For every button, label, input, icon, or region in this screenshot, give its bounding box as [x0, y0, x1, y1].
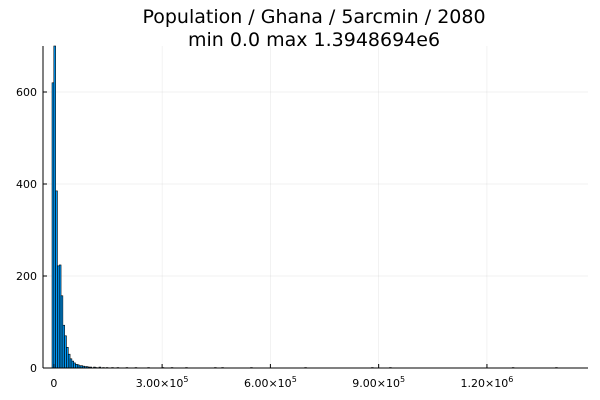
x-tick-label: 0 [50, 377, 57, 390]
y-tick-label: 400 [16, 178, 37, 191]
chart-title-line1: Population / Ghana / 5arcmin / 2080 [142, 6, 485, 28]
bars [51, 45, 558, 369]
x-axis-ticks: 0 3.00×105 6.00×105 9.00×105 1.20×106 [50, 364, 513, 390]
x-tick-label: 1.20×106 [461, 375, 514, 390]
x-tick-label: 3.00×105 [136, 375, 189, 390]
y-axis-ticks: 0 200 400 600 [16, 86, 47, 375]
grid [43, 46, 588, 369]
axes [42, 46, 588, 369]
chart-title-line2: min 0.0 max 1.3948694e6 [188, 29, 440, 51]
y-tick-label: 200 [16, 270, 37, 283]
x-tick-label: 9.00×105 [352, 375, 405, 390]
x-tick-label: 6.00×105 [244, 375, 297, 390]
y-tick-label: 0 [30, 362, 37, 375]
y-tick-label: 600 [16, 86, 37, 99]
